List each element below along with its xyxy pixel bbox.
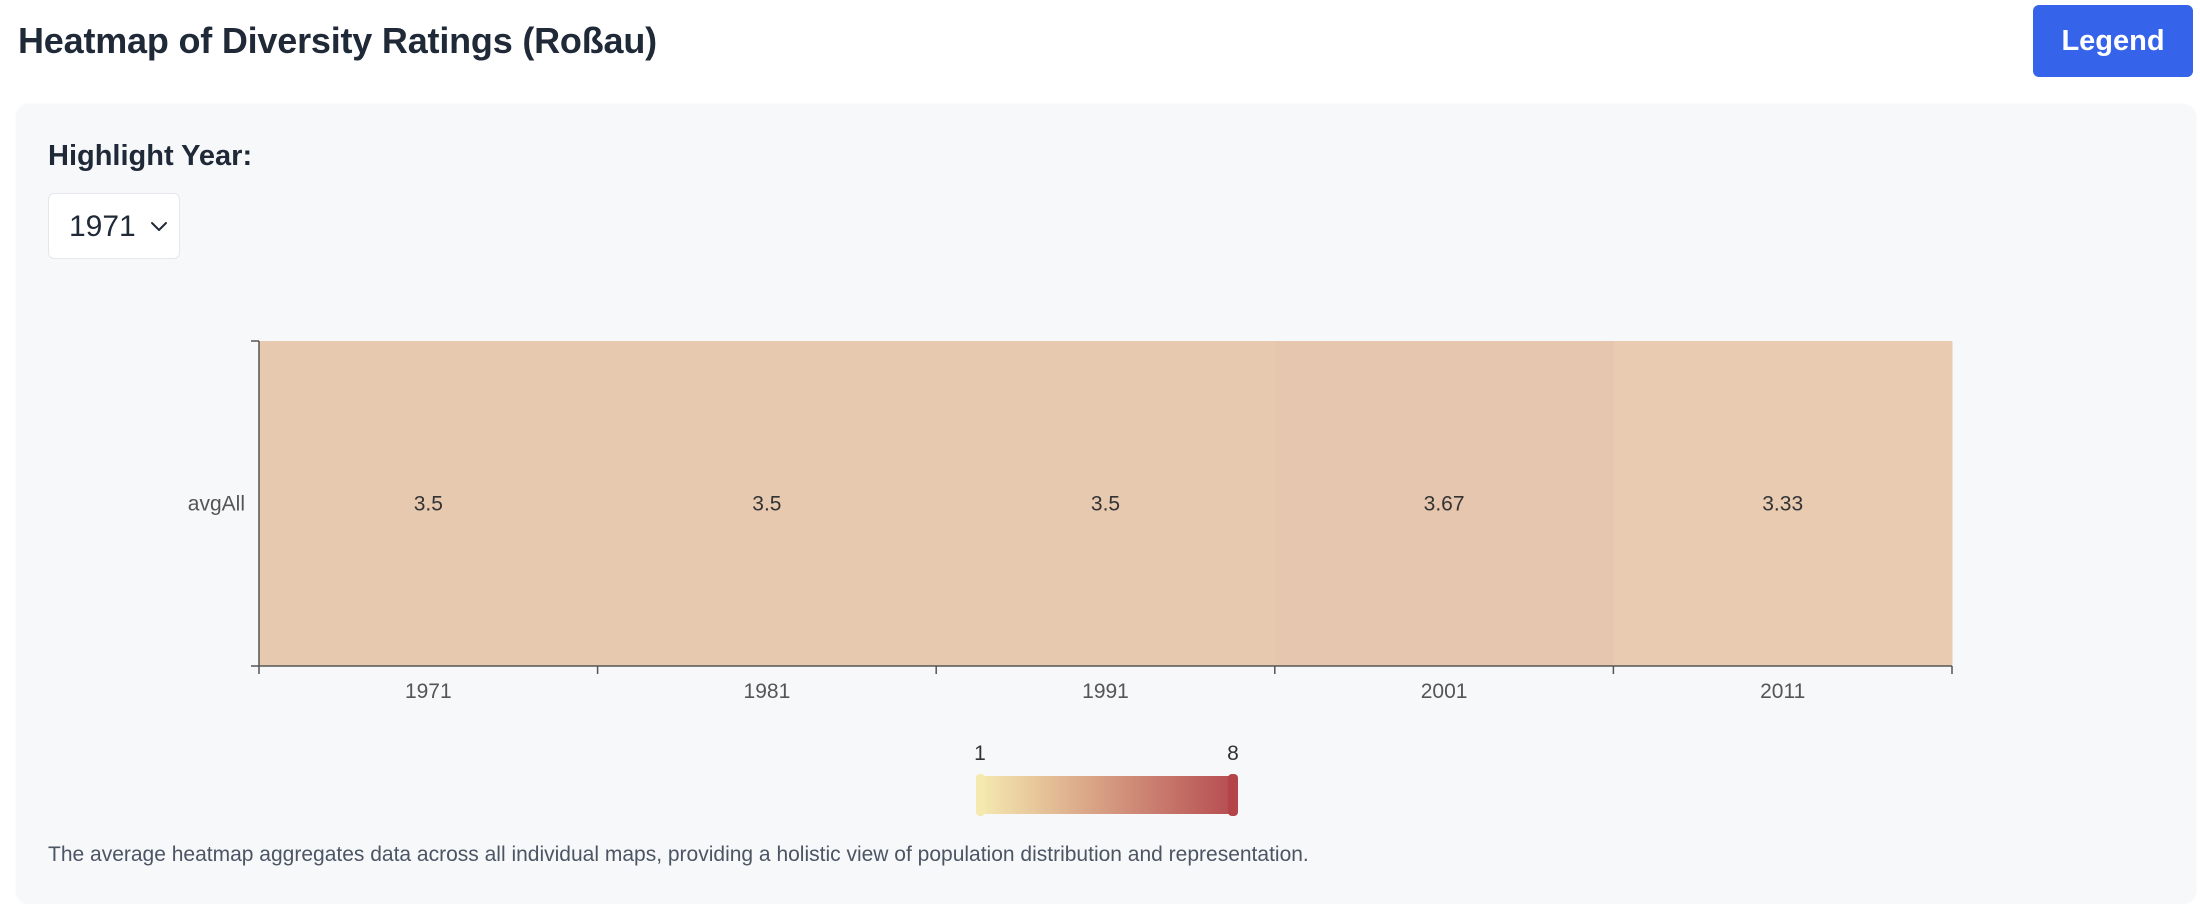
x-tick-label: 1981 — [744, 680, 791, 703]
chart-description: The average heatmap aggregates data acro… — [48, 843, 1309, 866]
heatmap-cell — [597, 341, 937, 666]
color-scale-bar — [980, 776, 1233, 814]
cell-value-label: 3.67 — [1424, 493, 1465, 516]
cell-value-label: 3.5 — [752, 493, 781, 516]
cell-value-label: 3.5 — [1091, 493, 1120, 516]
highlight-year-select[interactable]: 1971 — [48, 193, 180, 259]
legend-button[interactable]: Legend — [2033, 5, 2193, 77]
x-tick-label: 1971 — [405, 680, 452, 703]
heatmap-cell — [259, 341, 599, 666]
heatmap-cell — [1613, 341, 1953, 666]
color-scale-max-label: 8 — [1227, 742, 1239, 765]
x-tick-label: 2001 — [1421, 680, 1468, 703]
page-title: Heatmap of Diversity Ratings (Roßau) — [18, 20, 657, 61]
chevron-down-icon — [151, 222, 167, 231]
cell-value-label: 3.5 — [414, 493, 443, 516]
color-scale-max-handle — [1228, 774, 1238, 816]
heatmap-cell — [1274, 341, 1614, 666]
color-scale-min-handle — [976, 774, 985, 816]
y-tick-label: avgAll — [188, 493, 245, 516]
highlight-year-value: 1971 — [69, 210, 136, 243]
x-tick-label: 2011 — [1760, 680, 1805, 703]
cell-value-label: 3.33 — [1762, 493, 1803, 516]
x-tick-label: 1991 — [1082, 680, 1129, 703]
heatmap-cell — [936, 341, 1276, 666]
color-scale-min-label: 1 — [974, 742, 986, 765]
highlight-year-label: Highlight Year: — [48, 140, 253, 172]
